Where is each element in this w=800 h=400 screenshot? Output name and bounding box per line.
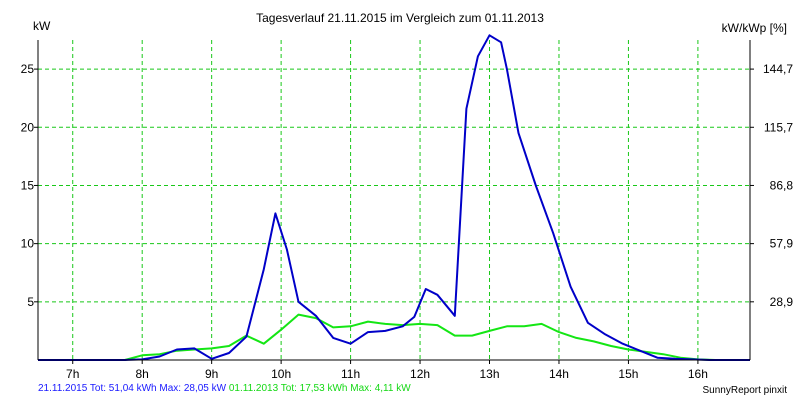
axes [34, 40, 754, 364]
y-tick-label-left: 5 [27, 295, 34, 309]
y-tick-label-left: 10 [21, 237, 35, 251]
tick-labels: 7h 8h 9h 10h 11h 12h 13h 14h 15h 16h 5 10 15 20 25 28,9… [21, 62, 794, 381]
x-tick-label: 11h [341, 367, 360, 381]
y-tick-label-right: 144,7 [763, 62, 793, 76]
legend-series-2013: 01.11.2013 Tot: 17,53 kWh Max: 4,11 kW [228, 383, 411, 394]
grid [38, 40, 750, 360]
chart-title: Tagesverlauf 21.11.2015 im Vergleich zum… [256, 11, 544, 25]
x-tick-label: 13h [479, 367, 499, 381]
footer-legend: 21.11.2015 Tot: 51,04 kWh Max: 28,05 kW … [38, 383, 411, 394]
series-line-21-11-2015 [38, 34, 750, 361]
x-tick-label: 9h [205, 367, 218, 381]
right-axis-label: kW/kWp [%] [721, 21, 787, 35]
y-tick-label-right: 115,7 [764, 120, 793, 134]
x-tick-label: 10h [271, 367, 291, 381]
y-tick-label-right: 86,8 [770, 178, 794, 192]
x-tick-label: 16h [688, 367, 708, 381]
x-tick-label: 7h [66, 367, 79, 381]
series-group [38, 34, 750, 361]
legend-series-2015: 21.11.2015 Tot: 51,04 kWh Max: 28,05 kW [38, 383, 227, 394]
left-axis-label: kW [33, 19, 51, 33]
y-tick-label-left: 15 [21, 178, 35, 192]
y-tick-label-left: 20 [21, 120, 35, 134]
y-tick-label-left: 25 [21, 62, 35, 76]
y-tick-label-right: 57,9 [770, 237, 794, 251]
x-tick-label: 8h [136, 367, 149, 381]
x-tick-label: 14h [549, 367, 569, 381]
x-tick-label: 15h [618, 367, 638, 381]
plot-area [38, 40, 750, 360]
x-tick-label: 12h [410, 367, 430, 381]
y-tick-label-right: 28,9 [770, 295, 794, 309]
brand-label: SunnyReport pinxit [702, 385, 788, 396]
